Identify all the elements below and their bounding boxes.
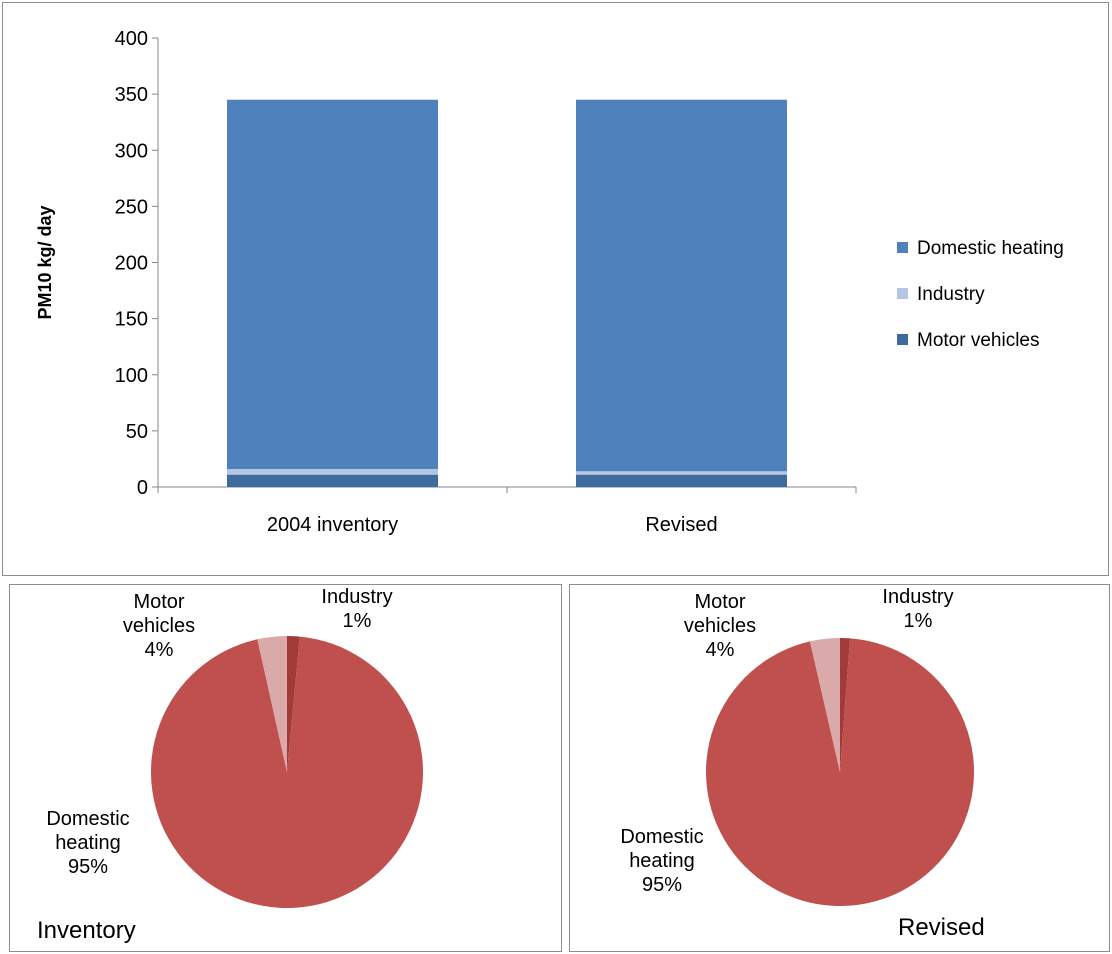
pie-slice-industry bbox=[840, 638, 851, 772]
pie-category-label: Industry bbox=[882, 586, 953, 608]
pie-category-label: heating bbox=[629, 850, 695, 872]
bar-segment-industry bbox=[576, 471, 787, 475]
y-tick-label: 250 bbox=[115, 196, 148, 218]
y-tick-label: 300 bbox=[115, 140, 148, 162]
legend-swatch bbox=[897, 242, 908, 253]
pie-chart-panel-inventory: Domestic heating 95% Motor vehicles 4% Industr… bbox=[9, 584, 562, 952]
pie-slice-motor-vehicles bbox=[809, 638, 840, 772]
pie-slice-motor-vehicles bbox=[257, 636, 287, 772]
pie-category-label: Domestic bbox=[46, 808, 129, 830]
pie-category-label: Domestic bbox=[620, 826, 703, 848]
x-category-label: Revised bbox=[645, 514, 717, 536]
bar-segment-industry bbox=[227, 469, 438, 475]
pie-category-label: Motor bbox=[133, 591, 184, 613]
legend-label: Domestic heating bbox=[917, 238, 1064, 259]
pie-chart-panel-revised: Domestic heating 95% Motor vehicles 4% Industr… bbox=[569, 584, 1110, 952]
y-tick-label: 50 bbox=[126, 421, 148, 443]
bar-segment-motor-vehicles bbox=[227, 474, 438, 487]
y-tick-label: 400 bbox=[115, 28, 148, 50]
pie-category-label: Industry bbox=[321, 586, 392, 608]
y-tick-label: 0 bbox=[137, 477, 148, 499]
pie-percent-label: 95% bbox=[68, 856, 108, 878]
legend-swatch bbox=[897, 288, 908, 299]
pie-percent-label: 1% bbox=[343, 610, 372, 632]
bar-chart-panel: 0 50 100 150 200 250 300 350 400 2004 inventory Re… bbox=[2, 2, 1109, 576]
y-axis-label: PM10 kg/ day bbox=[35, 205, 55, 319]
legend-label: Motor vehicles bbox=[917, 330, 1040, 351]
pie-percent-label: 95% bbox=[642, 874, 682, 896]
pie-caption: Inventory bbox=[37, 917, 136, 944]
bar-segment-motor-vehicles bbox=[576, 474, 787, 487]
pie-category-label: vehicles bbox=[684, 615, 756, 637]
pie-slice-domestic-heating bbox=[706, 638, 974, 906]
y-tick-label: 150 bbox=[115, 309, 148, 331]
pie-category-label: heating bbox=[55, 832, 121, 854]
pie-caption: Revised bbox=[898, 914, 985, 941]
legend-swatch bbox=[897, 334, 908, 345]
pie-slice-domestic-heating bbox=[150, 636, 423, 908]
bar-segment-domestic-heating bbox=[227, 99, 438, 470]
bar-segment-domestic-heating bbox=[576, 99, 787, 472]
y-tick-label: 200 bbox=[115, 253, 148, 275]
y-tick-label: 350 bbox=[115, 84, 148, 106]
x-category-label: 2004 inventory bbox=[267, 514, 398, 536]
pie-category-label: vehicles bbox=[123, 615, 195, 637]
pie-category-label: Motor bbox=[694, 591, 745, 613]
y-tick-label: 100 bbox=[115, 365, 148, 387]
stacked-bar-chart: 0 50 100 150 200 250 300 350 400 2004 inventory Re… bbox=[35, 28, 1064, 536]
pie-slice-industry bbox=[287, 636, 300, 772]
pie-percent-label: 4% bbox=[145, 639, 174, 661]
pie-percent-label: 4% bbox=[706, 639, 735, 661]
pie-percent-label: 1% bbox=[904, 610, 933, 632]
legend-label: Industry bbox=[917, 284, 985, 305]
